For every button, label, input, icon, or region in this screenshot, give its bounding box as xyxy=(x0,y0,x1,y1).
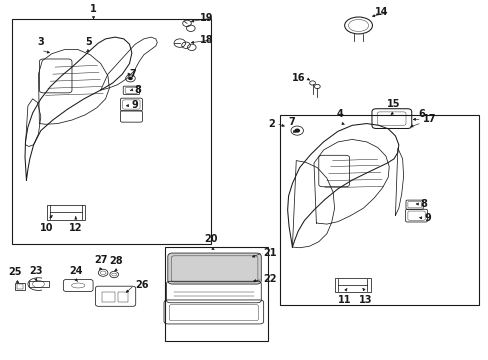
Text: 24: 24 xyxy=(69,266,82,276)
Text: 7: 7 xyxy=(287,117,294,127)
Text: 27: 27 xyxy=(94,255,107,265)
Text: 7: 7 xyxy=(129,69,136,79)
Circle shape xyxy=(294,129,300,133)
Text: 21: 21 xyxy=(263,248,277,258)
Bar xyxy=(47,206,85,220)
Text: 16: 16 xyxy=(292,73,305,84)
Bar xyxy=(17,284,23,289)
Text: 9: 9 xyxy=(132,100,139,110)
Text: 6: 6 xyxy=(418,109,425,119)
Text: 15: 15 xyxy=(386,99,400,109)
Text: 25: 25 xyxy=(9,267,22,277)
Text: 8: 8 xyxy=(420,199,427,209)
Circle shape xyxy=(128,77,133,80)
Text: 9: 9 xyxy=(424,213,430,223)
Bar xyxy=(102,292,114,302)
Bar xyxy=(117,292,128,302)
Bar xyxy=(334,278,370,292)
Bar xyxy=(280,115,478,305)
Bar xyxy=(16,283,25,290)
Text: 12: 12 xyxy=(69,223,82,233)
Text: 5: 5 xyxy=(85,37,92,47)
Bar xyxy=(29,281,49,287)
Text: 10: 10 xyxy=(40,223,54,233)
Text: 14: 14 xyxy=(374,8,387,17)
Text: 17: 17 xyxy=(422,114,435,124)
Bar xyxy=(165,247,268,341)
Text: 2: 2 xyxy=(268,118,275,129)
Bar xyxy=(12,19,210,243)
Text: 18: 18 xyxy=(199,35,213,45)
Text: 20: 20 xyxy=(204,234,217,244)
Text: 13: 13 xyxy=(358,294,371,305)
Text: 28: 28 xyxy=(109,256,122,266)
Text: 22: 22 xyxy=(263,274,277,284)
Text: 1: 1 xyxy=(90,4,97,14)
Text: 19: 19 xyxy=(200,13,213,23)
Text: 26: 26 xyxy=(135,280,148,290)
FancyBboxPatch shape xyxy=(167,253,261,284)
Text: 23: 23 xyxy=(29,266,43,276)
Text: 4: 4 xyxy=(336,109,343,119)
Text: 8: 8 xyxy=(134,85,141,95)
Text: 11: 11 xyxy=(338,294,351,305)
Text: 3: 3 xyxy=(38,37,44,47)
